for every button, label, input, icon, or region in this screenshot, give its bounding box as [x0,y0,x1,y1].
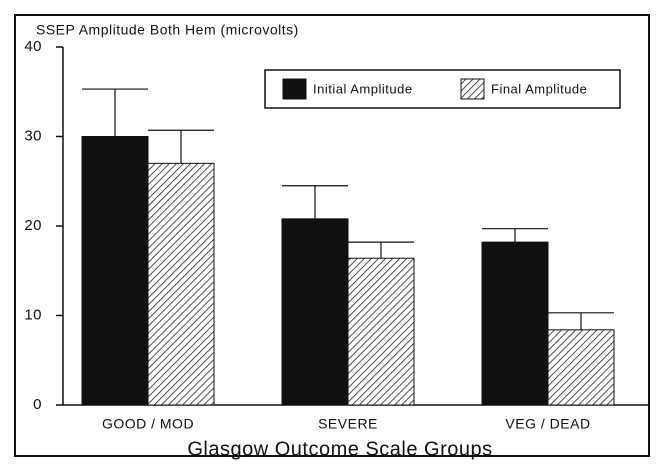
bar [481,241,549,406]
bar [147,162,215,406]
bar [547,329,615,406]
legend-swatch [460,78,485,100]
x-tick-label: SEVERE [318,416,378,432]
y-tick-label: 0 [33,396,42,413]
legend [264,69,621,109]
bar [347,257,415,406]
legend-label: Initial Amplitude [313,81,413,96]
legend-label: Final Amplitude [491,81,587,96]
legend-swatch [282,78,307,100]
bar [81,136,149,406]
y-tick-label: 40 [24,38,42,55]
x-axis-title: Glasgow Outcome Scale Groups [187,438,492,460]
bar [281,218,349,406]
y-tick-label: 10 [24,306,42,323]
y-tick-label: 30 [24,127,42,144]
x-tick-label: VEG / DEAD [505,416,590,432]
chart-title: SSEP Amplitude Both Hem (microvolts) [36,22,299,38]
y-tick-label: 20 [24,217,42,234]
x-tick-label: GOOD / MOD [102,416,194,432]
